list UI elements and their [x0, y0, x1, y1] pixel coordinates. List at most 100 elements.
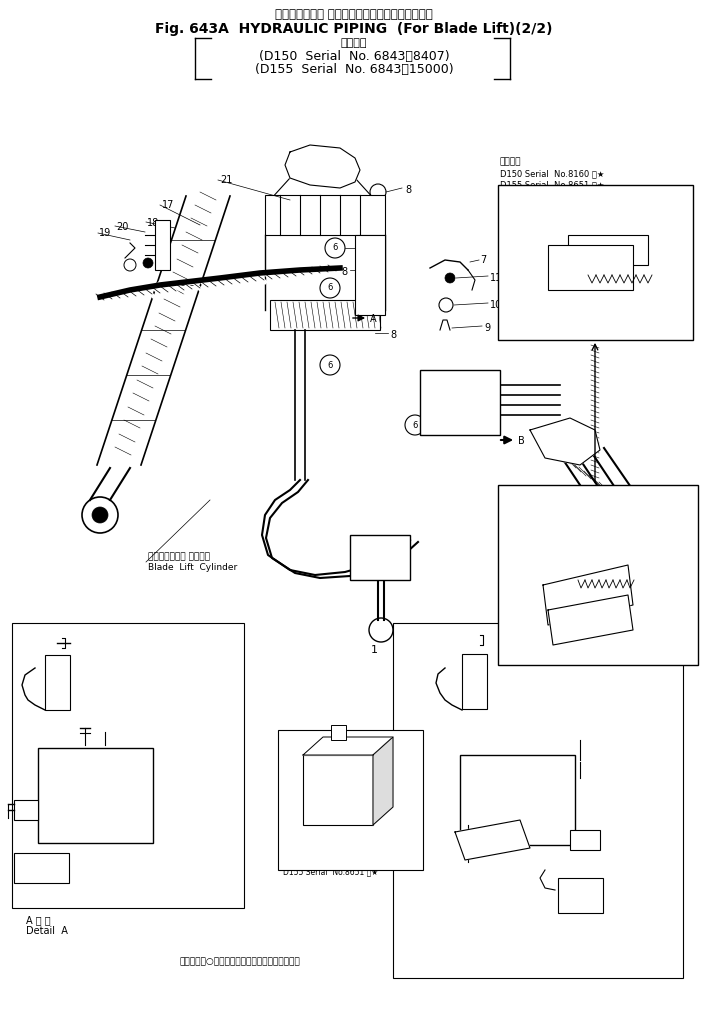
Text: D150 Serial  No.5508～8159: D150 Serial No.5508～8159: [500, 682, 615, 691]
Circle shape: [463, 860, 473, 870]
Text: 16: 16: [613, 563, 625, 573]
Text: 適用号機: 適用号機: [500, 157, 522, 166]
Polygon shape: [303, 737, 393, 755]
Circle shape: [477, 648, 485, 656]
Text: 14: 14: [553, 500, 565, 510]
Text: 8: 8: [390, 330, 396, 340]
Bar: [462, 654, 487, 709]
Text: ブレードリフト シリンダ: ブレードリフト シリンダ: [148, 552, 210, 561]
Circle shape: [440, 735, 460, 755]
Bar: [12, 623, 244, 908]
Bar: [278, 730, 423, 870]
Text: 7: 7: [480, 255, 486, 265]
Text: 6: 6: [447, 740, 452, 749]
Circle shape: [463, 813, 473, 823]
Text: 22: 22: [590, 780, 603, 790]
Circle shape: [320, 278, 340, 298]
Text: 16: 16: [660, 528, 673, 538]
Circle shape: [18, 704, 38, 724]
Circle shape: [575, 728, 585, 738]
Text: 5: 5: [600, 938, 606, 948]
Text: 23: 23: [590, 742, 603, 752]
Bar: [38, 748, 153, 843]
Text: 適用号機: 適用号機: [341, 38, 367, 48]
Text: 27: 27: [442, 861, 455, 871]
Circle shape: [430, 650, 450, 670]
Bar: [14, 853, 69, 883]
Circle shape: [574, 929, 586, 941]
Circle shape: [445, 273, 455, 283]
Text: 6: 6: [33, 662, 38, 671]
Bar: [558, 878, 603, 913]
Bar: [303, 755, 373, 825]
Text: ㊙引番号の○囲は／ロ処理用部品として標準部品: ㊙引番号の○囲は／ロ処理用部品として標準部品: [180, 957, 301, 966]
Text: 2: 2: [613, 888, 620, 898]
Text: B 詳 細: B 詳 細: [456, 915, 481, 925]
Text: 適用号機: 適用号機: [288, 845, 309, 854]
Text: ハイドロリック パイピング（ブレードリフト用）: ハイドロリック パイピング（ブレードリフト用）: [275, 8, 433, 21]
Text: 3: 3: [608, 836, 614, 846]
Bar: [14, 800, 38, 820]
Text: 14: 14: [558, 200, 570, 210]
Text: 6: 6: [412, 421, 418, 430]
Text: 25: 25: [363, 750, 375, 760]
Circle shape: [100, 721, 110, 731]
Text: 6: 6: [33, 735, 38, 744]
Text: 14: 14: [610, 490, 622, 500]
Circle shape: [369, 618, 393, 642]
Text: 6: 6: [362, 245, 367, 254]
Bar: [331, 725, 346, 740]
Text: 13: 13: [508, 260, 520, 270]
Text: 26: 26: [442, 844, 455, 854]
Text: (D150  Serial  No. 6843～8407): (D150 Serial No. 6843～8407): [258, 50, 450, 63]
Text: 12: 12: [508, 285, 520, 295]
Circle shape: [59, 651, 67, 659]
Text: D150 Serial  No.8160 ～★: D150 Serial No.8160 ～★: [283, 856, 378, 865]
Text: B: B: [518, 436, 525, 446]
Text: 28: 28: [160, 790, 172, 800]
Text: 9: 9: [464, 632, 470, 642]
Text: D150 Serial  No.8160 ～★: D150 Serial No.8160 ～★: [500, 169, 605, 178]
Text: 7: 7: [12, 718, 18, 728]
Text: 24: 24: [590, 758, 603, 768]
Polygon shape: [543, 565, 633, 625]
Bar: [460, 755, 575, 845]
Text: Blade  Lift  Cylinder: Blade Lift Cylinder: [148, 563, 237, 572]
Text: 8: 8: [545, 672, 551, 682]
Bar: [568, 235, 648, 265]
Bar: [548, 245, 633, 290]
Text: 20: 20: [116, 222, 128, 232]
Circle shape: [82, 497, 118, 533]
Text: 9: 9: [49, 637, 55, 647]
Circle shape: [434, 706, 454, 726]
Text: 25: 25: [538, 820, 551, 830]
Bar: [265, 195, 385, 235]
Text: 適用号機: 適用号機: [500, 670, 522, 679]
Text: 21: 21: [220, 175, 232, 185]
Circle shape: [29, 856, 53, 880]
Text: D155 Serial  No.8651 ～★: D155 Serial No.8651 ～★: [283, 867, 378, 876]
Circle shape: [143, 258, 153, 268]
Circle shape: [80, 717, 90, 727]
Text: 10: 10: [82, 644, 94, 654]
Bar: [498, 185, 693, 340]
Circle shape: [25, 730, 45, 750]
Text: 8: 8: [342, 267, 348, 277]
Text: 1: 1: [370, 645, 377, 655]
Text: 9: 9: [484, 323, 490, 333]
Text: 19: 19: [99, 228, 111, 238]
Polygon shape: [548, 595, 633, 645]
Text: Detail  A: Detail A: [26, 926, 68, 936]
Text: 6: 6: [332, 244, 338, 253]
Text: (D155  Serial  No. 6843～15000): (D155 Serial No. 6843～15000): [255, 63, 453, 76]
Polygon shape: [285, 145, 360, 188]
Bar: [350, 535, 410, 580]
Text: D155 Serial  No.8651 ～★: D155 Serial No.8651 ～★: [500, 180, 605, 189]
Bar: [498, 485, 698, 665]
Circle shape: [92, 507, 108, 523]
Text: 6: 6: [327, 283, 333, 292]
Text: 10: 10: [510, 635, 523, 645]
Text: 6: 6: [327, 361, 333, 369]
Bar: [355, 235, 385, 315]
Circle shape: [25, 657, 45, 677]
